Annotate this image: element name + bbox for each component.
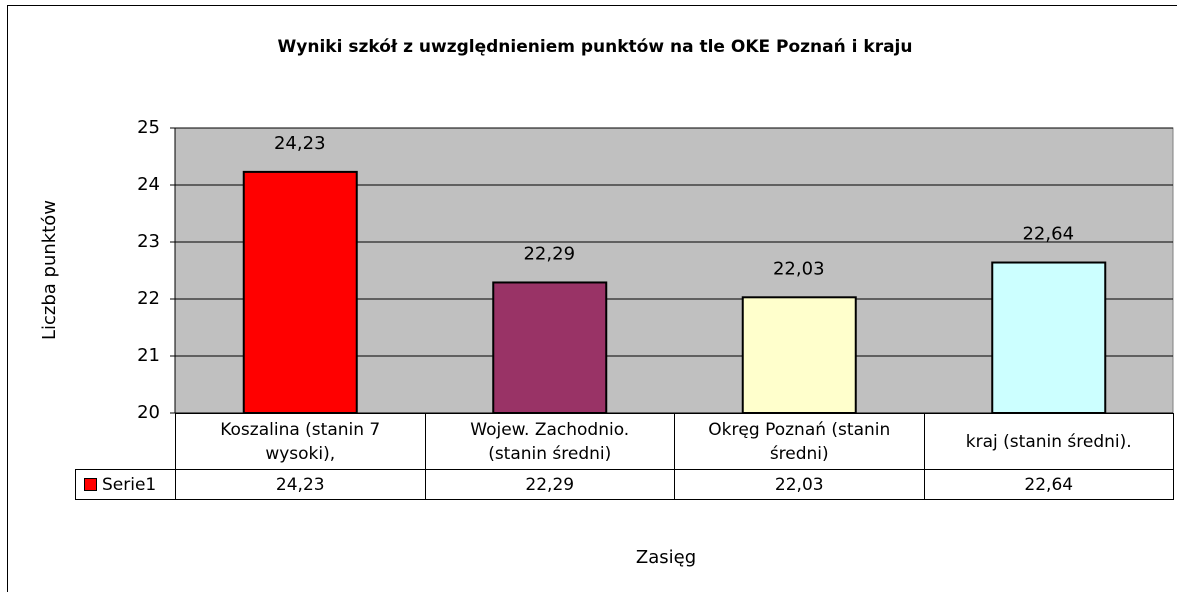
table-value: 22,03	[674, 469, 925, 500]
y-tick-label: 24	[137, 174, 160, 195]
data-label: 24,23	[274, 133, 326, 154]
table-category: Koszalina (stanin 7 wysoki),	[175, 413, 426, 470]
y-tick-label: 23	[137, 231, 160, 252]
bar	[741, 296, 857, 415]
bar	[242, 170, 358, 414]
bar	[492, 281, 608, 414]
table-value: 22,29	[424, 469, 675, 500]
x-axis-label: Zasięg	[636, 547, 696, 568]
y-tick-label: 21	[137, 345, 160, 366]
y-axis-label: Liczba punktów	[39, 200, 60, 340]
table-category: Okręg Poznań (stanin średni)	[674, 413, 925, 470]
table-series: Serie1	[75, 469, 176, 500]
chart-title: Wyniki szkół z uwzględnieniem punktów na…	[278, 37, 913, 57]
data-label: 22,64	[1022, 224, 1074, 245]
table-value: 22,64	[923, 469, 1174, 500]
y-tick-label: 20	[137, 402, 160, 423]
table-category: Wojew. Zachodnio. (stanin średni)	[424, 413, 675, 470]
table-value: 24,23	[175, 469, 426, 500]
y-tick-label: 22	[137, 288, 160, 309]
table-category: kraj (stanin średni).	[923, 413, 1174, 470]
y-tick-label: 25	[137, 117, 160, 138]
legend-label: Serie1	[102, 474, 157, 495]
data-label: 22,29	[523, 243, 575, 264]
legend-key	[84, 478, 97, 491]
data-label: 22,03	[773, 258, 825, 279]
bar	[991, 261, 1107, 414]
